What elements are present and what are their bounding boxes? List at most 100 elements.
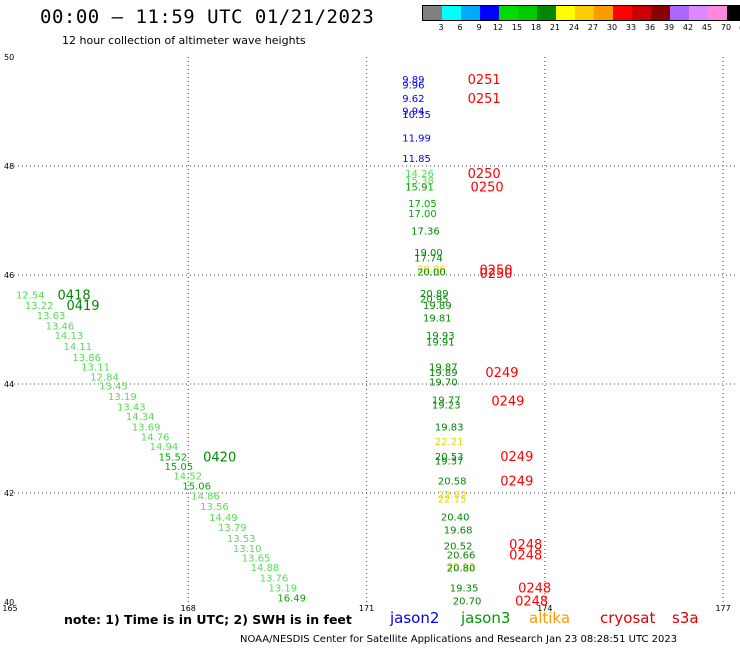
legend-swatch bbox=[651, 6, 670, 20]
legend-swatch bbox=[442, 6, 461, 20]
wave-height-value: 19.83 bbox=[435, 423, 464, 434]
wave-height-value: 13.19 bbox=[269, 583, 298, 594]
wave-height-value: 22.21 bbox=[435, 437, 464, 448]
legend-label: 33 bbox=[625, 23, 637, 32]
satellite-name: jason3 bbox=[461, 609, 511, 627]
y-tick-label: 48 bbox=[4, 162, 14, 171]
legend-swatch bbox=[632, 6, 651, 20]
y-tick-label: 40 bbox=[4, 598, 14, 607]
wave-height-value: 14.34 bbox=[126, 412, 155, 423]
legend-swatch bbox=[499, 6, 518, 20]
pass-time-labels: 0251025102500250025002500249024902490249… bbox=[58, 73, 552, 610]
wave-height-value: 20.06 bbox=[417, 264, 446, 275]
legend-label: 3 bbox=[438, 23, 444, 32]
wave-height-value: 20.66 bbox=[447, 551, 476, 562]
wave-height-value: 17.36 bbox=[411, 226, 440, 237]
wave-height-value: 19.93 bbox=[426, 331, 455, 342]
legend-label: 15 bbox=[511, 23, 523, 32]
legend-swatch bbox=[689, 6, 708, 20]
legend-label: 21 bbox=[549, 23, 561, 32]
pass-time-label: 0250 bbox=[471, 181, 504, 196]
wave-height-value: 19.91 bbox=[426, 337, 455, 348]
legend-label: 6 bbox=[457, 23, 463, 32]
wave-height-value: 13.10 bbox=[233, 544, 262, 555]
legend-swatch bbox=[594, 6, 613, 20]
wave-height-value: 14.49 bbox=[209, 513, 238, 524]
pass-time-label: 0248 bbox=[518, 581, 551, 596]
wave-height-value: 13.53 bbox=[227, 534, 256, 545]
wave-height-value: 22.15 bbox=[438, 494, 467, 505]
pass-time-label: 0249 bbox=[500, 450, 533, 465]
page-subtitle: 12 hour collection of altimeter wave hei… bbox=[62, 34, 306, 47]
wave-height-value: 9.94 bbox=[402, 106, 424, 117]
wave-height-value: 20.58 bbox=[438, 476, 467, 487]
wave-height-value: 19.35 bbox=[450, 583, 479, 594]
legend-label: 27 bbox=[587, 23, 599, 32]
y-tick-label: 50 bbox=[4, 53, 14, 62]
legend-label: 39 bbox=[663, 23, 675, 32]
wave-height-value: 19.81 bbox=[423, 314, 452, 325]
satellite-name: s3a bbox=[672, 609, 699, 627]
pass-time-label: 0249 bbox=[500, 474, 533, 489]
x-tick-label: 168 bbox=[181, 604, 196, 613]
wave-height-value: 19.00 bbox=[414, 248, 443, 259]
wave-height-value: 20.95 bbox=[420, 294, 449, 305]
wave-height-value: 15.91 bbox=[405, 183, 434, 194]
wave-height-value: 13.86 bbox=[72, 353, 101, 364]
legend-label: 12 bbox=[492, 23, 504, 32]
wave-height-value: 14.52 bbox=[173, 472, 202, 483]
wave-height-value: 14.13 bbox=[55, 331, 84, 342]
wave-height-value: 19.87 bbox=[429, 363, 458, 374]
pass-time-label: 0249 bbox=[491, 394, 524, 409]
pass-time-label: 0250 bbox=[479, 267, 512, 282]
legend-swatch bbox=[575, 6, 594, 20]
wave-height-value: 15.05 bbox=[165, 462, 194, 473]
wave-height-value: 13.65 bbox=[242, 553, 271, 564]
legend-swatch bbox=[708, 6, 727, 20]
wave-height-value: 19.37 bbox=[435, 456, 464, 467]
legend-swatch bbox=[556, 6, 575, 20]
legend-label: 45 bbox=[701, 23, 713, 32]
wave-height-value: 16.49 bbox=[277, 594, 306, 605]
legend-swatch bbox=[670, 6, 689, 20]
wave-height-value: 15.38 bbox=[405, 176, 434, 187]
x-tick-label: 177 bbox=[715, 604, 730, 613]
legend-label: 24 bbox=[568, 23, 580, 32]
wave-height-value: 13.76 bbox=[260, 573, 289, 584]
wave-height-value: 13.19 bbox=[108, 392, 137, 403]
pass-time-label: 0249 bbox=[485, 366, 518, 381]
pass-time-label: 0418 bbox=[58, 289, 91, 304]
wave-height-value: 13.46 bbox=[46, 322, 75, 333]
satellite-name: jason2 bbox=[390, 609, 440, 627]
wave-height-value: 20.40 bbox=[441, 512, 470, 523]
legend-label: 36 bbox=[644, 23, 656, 32]
pass-time-label: 0250 bbox=[479, 264, 512, 279]
wave-height-value: 9.89 bbox=[402, 75, 424, 86]
legend-label: 18 bbox=[530, 23, 542, 32]
legend-swatch bbox=[423, 6, 442, 20]
credit-line: NOAA/NESDIS Center for Satellite Applica… bbox=[240, 634, 678, 645]
wave-height-value: 13.56 bbox=[200, 502, 229, 513]
pass-time-label: 0248 bbox=[509, 549, 542, 564]
pass-time-label: 0251 bbox=[468, 73, 501, 88]
legend-swatch bbox=[537, 6, 556, 20]
wave-height-value: 12.84 bbox=[90, 372, 119, 383]
wave-height-value: 14.76 bbox=[141, 432, 170, 443]
axis-tick-labels: 165 168 171 174 177 40 42 44 46 48 50 bbox=[2, 53, 730, 613]
wave-height-value: 13.45 bbox=[99, 382, 128, 393]
legend-swatch bbox=[518, 6, 537, 20]
wave-height-value: 14.88 bbox=[251, 563, 280, 574]
wave-height-value: 9.62 bbox=[402, 94, 424, 105]
wave-height-value: 15.52 bbox=[159, 452, 188, 463]
wave-height-value: 17.00 bbox=[408, 209, 437, 220]
wave-height-value: 17.74 bbox=[414, 254, 443, 265]
satellite-name: cryosat bbox=[600, 609, 656, 627]
pass-time-label: 0419 bbox=[66, 299, 99, 314]
x-tick-label: 165 bbox=[2, 604, 17, 613]
satellite-name: altika bbox=[529, 609, 571, 627]
pass-time-label: 0420 bbox=[203, 450, 236, 465]
legend-label: 30 bbox=[606, 23, 618, 32]
legend-swatch bbox=[461, 6, 480, 20]
wave-height-value: 15.06 bbox=[182, 481, 211, 492]
legend-swatch bbox=[727, 6, 740, 20]
